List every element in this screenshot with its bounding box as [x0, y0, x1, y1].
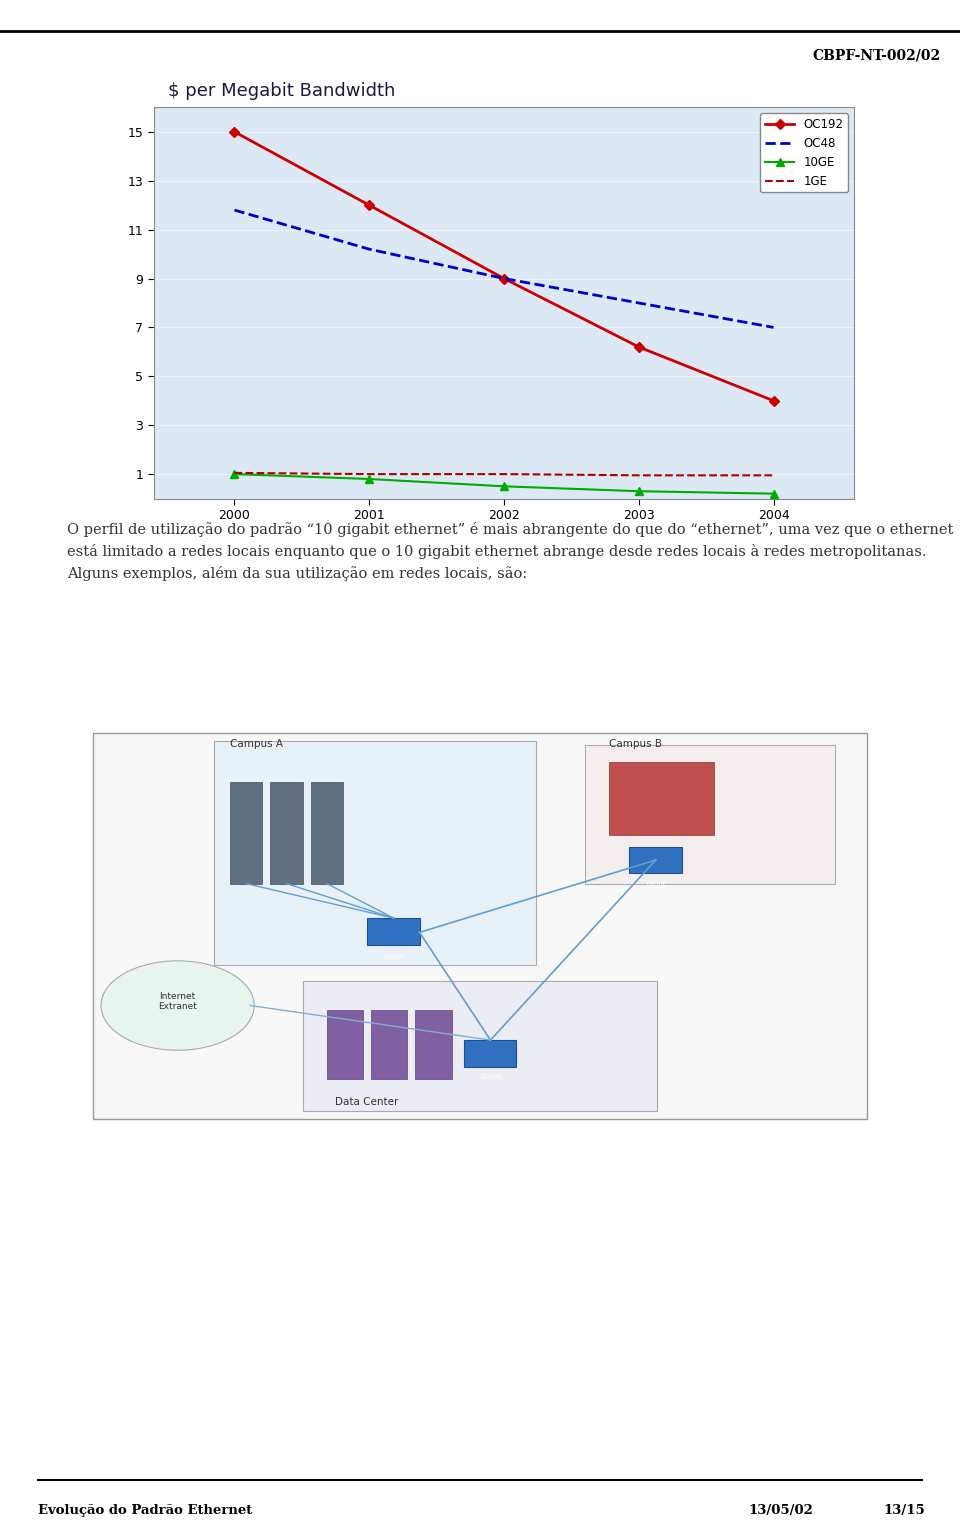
- Text: CBPF-NT-002/02: CBPF-NT-002/02: [813, 48, 941, 61]
- 10GE: [498, 477, 510, 495]
- OC192: [498, 270, 510, 288]
- 1GE: [768, 466, 780, 485]
- Bar: [302, 982, 658, 1111]
- Bar: [214, 741, 537, 965]
- Text: $ per Megabit Bandwidth: $ per Megabit Bandwidth: [168, 83, 395, 100]
- Bar: [230, 782, 262, 884]
- Bar: [629, 847, 682, 873]
- Ellipse shape: [101, 960, 254, 1051]
- Text: 10GbE: 10GbE: [382, 954, 405, 960]
- OC192: [768, 391, 780, 410]
- Bar: [271, 782, 302, 884]
- OC192: [364, 196, 375, 215]
- 10GE: [364, 469, 375, 488]
- Text: O perfil de utilização do padrão “10 gigabit ethernet” é mais abrangente do que : O perfil de utilização do padrão “10 gig…: [67, 522, 953, 581]
- Line: OC48: OC48: [234, 210, 774, 327]
- OC48: [228, 201, 240, 219]
- Bar: [609, 761, 714, 834]
- Text: 13/05/02: 13/05/02: [749, 1505, 814, 1517]
- Text: Campus A: Campus A: [230, 739, 283, 750]
- OC48: [633, 295, 644, 313]
- Bar: [416, 1009, 452, 1078]
- 10GE: [228, 465, 240, 483]
- Text: Campus B: Campus B: [609, 739, 662, 750]
- Legend: OC192, OC48, 10GE, 1GE: OC192, OC48, 10GE, 1GE: [760, 114, 849, 192]
- Bar: [372, 1009, 407, 1078]
- OC192: [228, 123, 240, 141]
- Line: OC192: OC192: [231, 129, 777, 405]
- Text: Data Center: Data Center: [335, 1097, 398, 1108]
- Line: 1GE: 1GE: [234, 472, 774, 476]
- 10GE: [768, 485, 780, 503]
- Bar: [464, 1040, 516, 1066]
- 10GE: [633, 482, 644, 500]
- Text: Internet
Extranet: Internet Extranet: [158, 992, 197, 1011]
- Bar: [326, 1009, 363, 1078]
- Text: 10GbE: 10GbE: [479, 1074, 502, 1080]
- Bar: [311, 782, 343, 884]
- Bar: [585, 746, 835, 884]
- OC48: [498, 270, 510, 288]
- Line: 10GE: 10GE: [230, 469, 778, 499]
- 1GE: [364, 465, 375, 483]
- Bar: [367, 919, 420, 945]
- Text: Evolução do Padrão Ethernet: Evolução do Padrão Ethernet: [38, 1505, 252, 1517]
- Text: 13/15: 13/15: [883, 1505, 924, 1517]
- 1GE: [498, 465, 510, 483]
- 1GE: [228, 463, 240, 482]
- OC48: [364, 239, 375, 258]
- Text: 10GbE: 10GbE: [644, 881, 667, 887]
- OC48: [768, 318, 780, 336]
- 1GE: [633, 466, 644, 485]
- OC192: [633, 337, 644, 356]
